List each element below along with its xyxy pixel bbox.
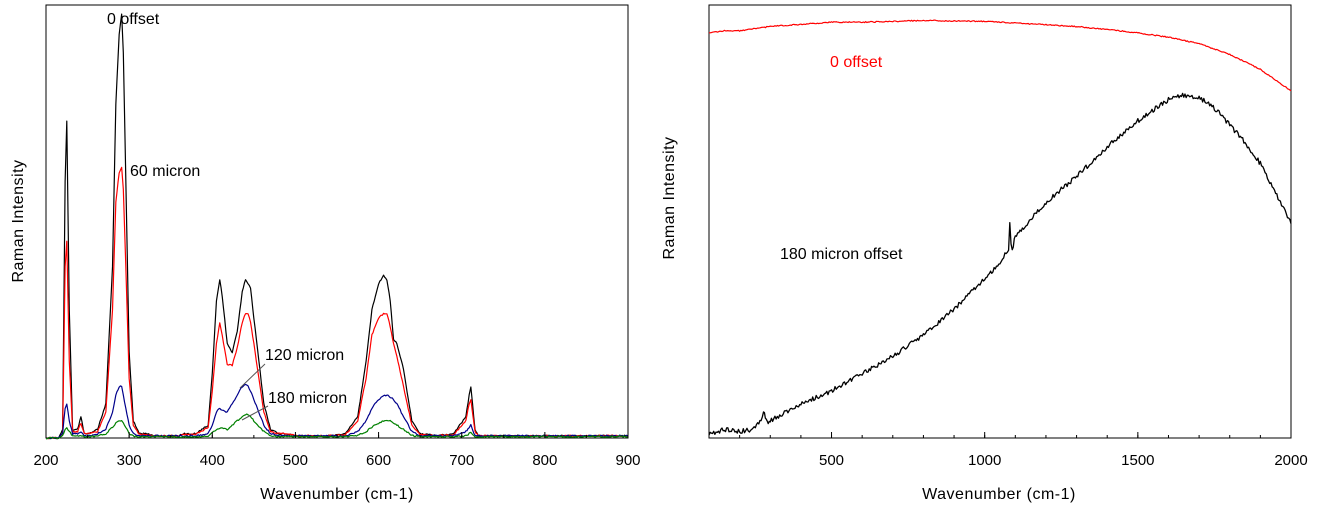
left-annotation-0-offset: 0 offset <box>107 11 160 28</box>
right-series-0-line <box>708 19 1292 92</box>
right-x-tick-label: 500 <box>819 452 844 469</box>
left-chart: 200 300 400 500 600 700 800 900 Wavenumber (cm-… <box>10 4 641 503</box>
left-x-tick-label: 800 <box>532 452 557 469</box>
left-annotation-120-micron: 120 micron <box>265 347 344 364</box>
left-x-ticks: 200 300 400 500 600 700 800 900 <box>33 432 641 469</box>
left-x-tick-label: 900 <box>615 452 640 469</box>
left-plot-frame <box>45 4 629 439</box>
left-series-0-line <box>45 13 629 440</box>
left-x-tick-label: 300 <box>117 452 142 469</box>
right-annotation-180-micron-offset: 180 micron offset <box>780 246 903 263</box>
left-x-tick-label: 200 <box>33 452 58 469</box>
left-x-tick-label: 600 <box>366 452 391 469</box>
right-x-ticks: 500 1000 1500 2000 <box>708 432 1308 469</box>
left-x-tick-label: 500 <box>283 452 308 469</box>
left-annotation-180-micron: 180 micron <box>268 390 347 407</box>
right-plot-frame <box>708 4 1292 439</box>
left-series-3-line <box>45 413 629 440</box>
right-x-tick-label: 1500 <box>1121 452 1154 469</box>
right-x-axis-title: Wavenumber (cm-1) <box>922 486 1076 503</box>
right-x-tick-label: 2000 <box>1274 452 1307 469</box>
right-y-axis-title: Raman Intensity <box>661 136 678 259</box>
left-series-group <box>45 13 629 440</box>
left-x-tick-label: 400 <box>200 452 225 469</box>
left-annotation-60-micron: 60 micron <box>130 163 200 180</box>
left-annotation-180-leader <box>241 405 269 421</box>
right-series-1-line <box>708 92 1292 436</box>
left-x-tick-label: 700 <box>449 452 474 469</box>
right-x-tick-label: 1000 <box>968 452 1001 469</box>
right-chart: 500 1000 1500 2000 Wavenumber (cm-1) Raman … <box>661 4 1308 503</box>
right-series-group <box>708 19 1292 436</box>
left-annotation-120-leader <box>239 363 266 389</box>
left-x-axis-title: Wavenumber (cm-1) <box>260 486 414 503</box>
right-annotation-0-offset: 0 offset <box>830 54 883 71</box>
left-y-axis-title: Raman Intensity <box>10 159 27 282</box>
